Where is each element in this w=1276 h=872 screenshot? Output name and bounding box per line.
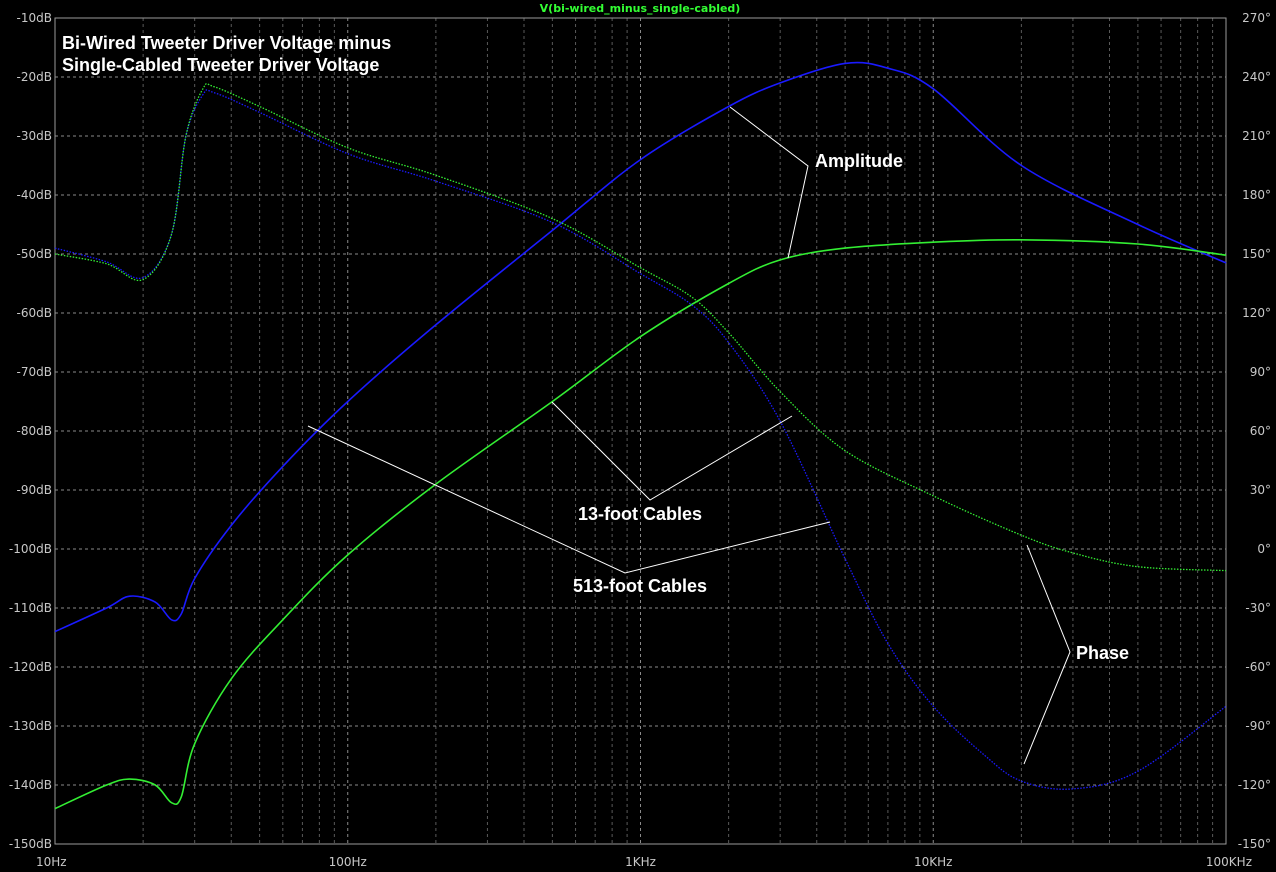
phase-series-line-2 [54, 89, 1227, 790]
y-left-tick-label: -40dB [17, 188, 52, 202]
plot-frame [54, 17, 1227, 845]
13ft-leader [551, 401, 793, 501]
y-right-tick-label: 270° [1242, 11, 1271, 25]
513ft-leader [307, 425, 831, 574]
y-right-tick-label: -60° [1245, 660, 1271, 674]
y-right-tick-label: -90° [1245, 719, 1271, 733]
amplitude-label: Amplitude [815, 151, 903, 171]
y-left-tick-label: -110dB [9, 601, 52, 615]
title-line-2: Single-Cabled Tweeter Driver Voltage [62, 55, 379, 75]
y-right-tick-label: -30° [1245, 601, 1271, 615]
y-left-tick-label: -10dB [17, 11, 52, 25]
x-tick-label: 100Hz [329, 855, 367, 869]
title-line-1: Bi-Wired Tweeter Driver Voltage minus [62, 33, 391, 53]
x-tick-label: 10KHz [914, 855, 952, 869]
y-left-tick-label: -140dB [9, 778, 52, 792]
y-right-tick-label: 180° [1242, 188, 1271, 202]
y-right-tick-label: 0° [1257, 542, 1271, 556]
y-left-tick-label: -130dB [9, 719, 52, 733]
x-tick-label: 1KHz [625, 855, 656, 869]
phase-label: Phase [1076, 643, 1129, 663]
phase-series-line-3 [54, 83, 1227, 572]
y-right-tick-label: 90° [1250, 365, 1271, 379]
x-tick-label: 100KHz [1206, 855, 1252, 869]
y-right-tick-label: 150° [1242, 247, 1271, 261]
y-right-tick-label: 240° [1242, 70, 1271, 84]
series-layer [54, 61, 1227, 810]
plot-header: V(bi-wired_minus_single-cabled) [540, 2, 741, 15]
y-right-tick-label: -120° [1238, 778, 1271, 792]
annotation-leaders [307, 106, 1071, 765]
y-left-tick-label: -60dB [17, 306, 52, 320]
y-right-tick-label: 120° [1242, 306, 1271, 320]
y-left-tick-label: -70dB [17, 365, 52, 379]
y-right-tick-label: 30° [1250, 483, 1271, 497]
y-left-tick-label: -100dB [9, 542, 52, 556]
amplitude-series-line-0 [54, 61, 1227, 633]
y-left-tick-label: -120dB [9, 660, 52, 674]
y-right-tick-label: -150° [1238, 837, 1271, 851]
y-left-tick-label: -20dB [17, 70, 52, 84]
tick-labels: -10dB -20dB -30dB -40dB -50dB -60dB -70dB -80dB… [9, 11, 1271, 869]
y-left-tick-label: -80dB [17, 424, 52, 438]
y-left-tick-label: -30dB [17, 129, 52, 143]
y-left-tick-label: -50dB [17, 247, 52, 261]
x-tick-label: 10Hz [36, 855, 67, 869]
amplitude-series-line-1 [54, 238, 1227, 810]
y-left-tick-label: -90dB [17, 483, 52, 497]
amplitude-leader [729, 106, 809, 259]
y-right-tick-label: 60° [1250, 424, 1271, 438]
y-right-tick-label: 210° [1242, 129, 1271, 143]
phase-leader [1023, 544, 1071, 765]
y-left-tick-label: -150dB [9, 837, 52, 851]
513ft-cables-label: 513-foot Cables [573, 576, 707, 596]
13ft-cables-label: 13-foot Cables [578, 504, 702, 524]
